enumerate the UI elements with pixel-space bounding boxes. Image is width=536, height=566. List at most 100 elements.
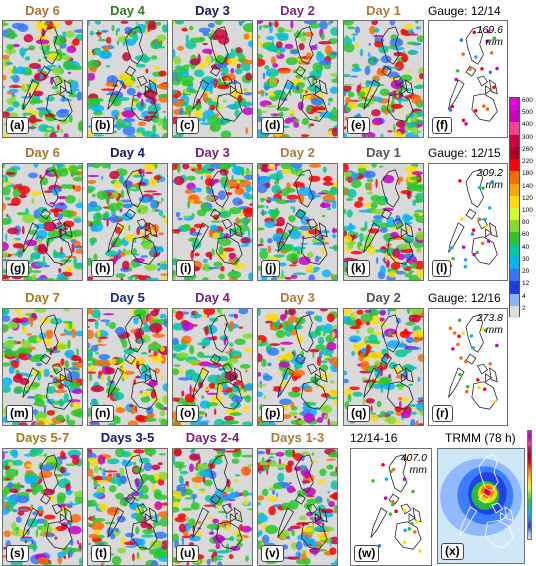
gauge-max-number: 273.8 bbox=[476, 312, 503, 324]
panel-title-i: Day 3 bbox=[195, 145, 230, 160]
colorbar-segment bbox=[510, 281, 519, 295]
rainfall-map-icon bbox=[88, 21, 167, 137]
panel-title-v: Days 1-3 bbox=[270, 430, 325, 445]
rainfall-panel-n: (n) bbox=[87, 308, 168, 426]
rainfall-map-icon bbox=[3, 449, 82, 565]
rainfall-panel-p: (p) bbox=[257, 308, 338, 426]
colorbar-segment bbox=[510, 146, 519, 160]
panel-label-k: (k) bbox=[347, 260, 370, 277]
panel-label-s: (s) bbox=[6, 545, 29, 562]
colorbar-tick-label: 600 bbox=[522, 97, 533, 104]
colorbar-tick-label: 260 bbox=[522, 145, 533, 153]
colorbar-segment bbox=[510, 232, 519, 246]
trmm-rainfall-map-icon bbox=[440, 454, 522, 548]
gauge-map-icon bbox=[448, 26, 499, 126]
colorbar-segment bbox=[510, 269, 519, 282]
rainfall-panel-h: (h) bbox=[87, 163, 168, 281]
colorbar-tick-label: 300 bbox=[522, 133, 533, 141]
gauge-panel: 273.8 mm (r) bbox=[428, 308, 508, 426]
rainfall-panel-c: (c) bbox=[172, 20, 253, 138]
panel-title-u: Days 2-4 bbox=[185, 430, 240, 445]
rainfall-panel-b: (b) bbox=[87, 20, 168, 138]
panel-title-b: Day 4 bbox=[110, 3, 145, 18]
colorbar-segment bbox=[510, 195, 519, 209]
rainfall-map-icon bbox=[173, 164, 252, 280]
colorbar-tick-label: 40 bbox=[522, 243, 530, 251]
panel-title-t: Days 3-5 bbox=[100, 430, 155, 445]
colorbar-tick-label: 140 bbox=[522, 182, 533, 190]
colorbar-segment bbox=[510, 98, 519, 111]
gauge-max-value: 407.0 mm bbox=[401, 452, 427, 476]
trmm-panel: (x) bbox=[437, 448, 525, 564]
colorbar-segment bbox=[510, 122, 519, 136]
panel-title-p: Day 3 bbox=[280, 290, 315, 305]
colorbar-segment bbox=[510, 183, 519, 197]
panel-label-d: (d) bbox=[261, 117, 285, 134]
panel-label-g: (g) bbox=[6, 260, 30, 277]
panel-label-t: (t) bbox=[91, 545, 111, 562]
gauge-map-icon bbox=[448, 169, 498, 269]
gauge-title: Gauge: 12/15 bbox=[428, 146, 501, 160]
panel-title-h: Day 4 bbox=[110, 145, 145, 160]
panel-label-h: (h) bbox=[91, 260, 115, 277]
colorbar-segment bbox=[510, 171, 519, 185]
panel-title-a: Day 6 bbox=[25, 3, 60, 18]
gauge-max-value: 273.8 mm bbox=[477, 312, 503, 336]
rainfall-panel-i: (i) bbox=[172, 163, 253, 281]
colorbar-segment bbox=[510, 244, 519, 258]
colorbar-tick-label: 400 bbox=[522, 121, 533, 129]
rainfall-panel-j: (j) bbox=[257, 163, 338, 281]
panel-label-j: (j) bbox=[261, 260, 281, 277]
gauge-max-unit: mm bbox=[485, 324, 504, 336]
rainfall-map-icon bbox=[88, 449, 167, 565]
panel-label-b: (b) bbox=[91, 117, 115, 134]
rainfall-map-icon bbox=[173, 309, 252, 425]
gauge-panel-label: (w) bbox=[354, 545, 380, 562]
rainfall-panel-o: (o) bbox=[172, 308, 253, 426]
rainfall-map-icon bbox=[3, 164, 82, 280]
gauge-max-value: 209.2 mm bbox=[477, 167, 503, 191]
gauge-title: 12/14-16 bbox=[350, 431, 398, 445]
colorbar-segment bbox=[510, 159, 519, 172]
panel-label-n: (n) bbox=[91, 405, 115, 422]
panel-label-c: (c) bbox=[176, 117, 199, 134]
colorbar-segment bbox=[510, 256, 519, 270]
gauge-panel: 209.2 mm (l) bbox=[428, 163, 508, 281]
panel-label-o: (o) bbox=[176, 405, 200, 422]
gauge-max-unit: mm bbox=[485, 36, 504, 48]
gauge-panel-label: (l) bbox=[432, 260, 452, 277]
panel-title-e: Day 1 bbox=[366, 3, 401, 18]
rainfall-map-icon bbox=[88, 164, 167, 280]
panel-title-k: Day 1 bbox=[366, 145, 401, 160]
gauge-title: Gauge: 12/16 bbox=[428, 291, 501, 305]
rainfall-panel-v: (v) bbox=[257, 448, 338, 566]
gauge-max-unit: mm bbox=[409, 464, 428, 476]
rainfall-panel-u: (u) bbox=[172, 448, 253, 566]
rainfall-panel-a: (a) bbox=[2, 20, 83, 138]
colorbar-tick-label: 100 bbox=[522, 207, 533, 214]
gauge-panel-label: (f) bbox=[432, 117, 452, 134]
colorbar-segment bbox=[510, 293, 519, 307]
rainfall-map-icon bbox=[344, 309, 423, 425]
panel-label-p: (p) bbox=[261, 405, 285, 422]
panel-label-a: (a) bbox=[6, 117, 29, 134]
gauge-map-icon bbox=[370, 454, 422, 553]
gauge-title: Gauge: 12/14 bbox=[428, 4, 501, 18]
rainfall-map-icon bbox=[173, 21, 252, 137]
colorbar-segment bbox=[510, 220, 519, 233]
colorbar-segment bbox=[510, 208, 519, 221]
rainfall-map-icon bbox=[344, 21, 423, 137]
gauge-max-number: 407.0 bbox=[400, 452, 427, 464]
colorbar-segment bbox=[510, 134, 519, 148]
rainfall-panel-m: (m) bbox=[2, 308, 83, 426]
colorbar-tick-label: 500 bbox=[522, 109, 533, 117]
gauge-map-icon bbox=[448, 314, 499, 410]
panel-label-i: (i) bbox=[176, 260, 196, 277]
rainfall-panel-t: (t) bbox=[87, 448, 168, 566]
rainfall-map-icon bbox=[258, 164, 337, 280]
colorbar-tick-label: 80 bbox=[522, 219, 530, 227]
rainfall-panel-s: (s) bbox=[2, 448, 83, 566]
panel-title-n: Day 5 bbox=[110, 290, 145, 305]
gauge-max-value: 169.6 mm bbox=[477, 24, 503, 48]
colorbar-tick-label: 2 bbox=[522, 304, 526, 312]
